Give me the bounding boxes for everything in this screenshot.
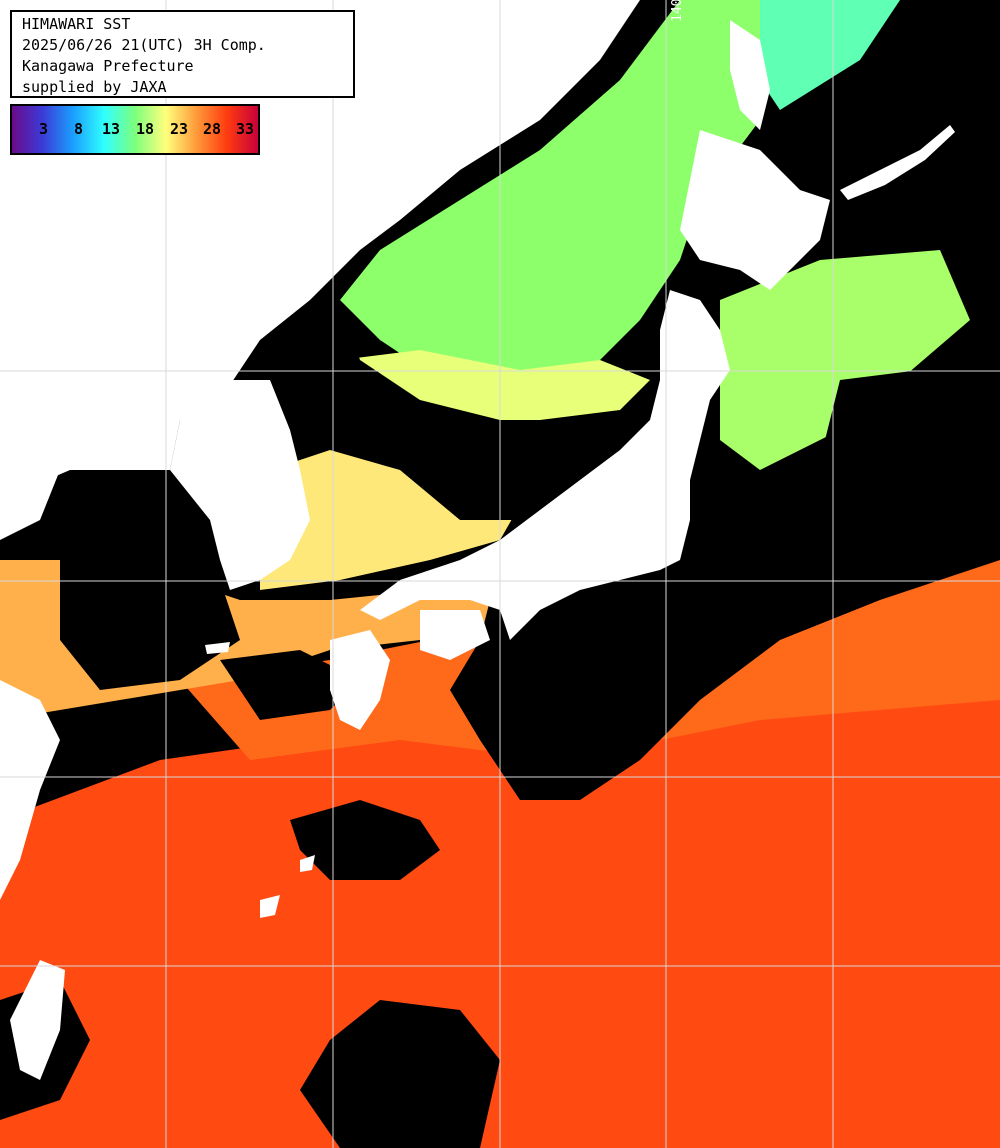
cloud-east-china-sea xyxy=(60,540,240,690)
title-box: HIMAWARI SST 2025/06/26 21(UTC) 3H Comp.… xyxy=(10,10,355,98)
land-taiwan xyxy=(10,960,65,1080)
legend-tick: 28 xyxy=(203,120,222,138)
land-ryukyu xyxy=(260,855,315,918)
land-kyushu xyxy=(330,630,390,730)
color-legend: 3 8 13 18 23 28 33 xyxy=(10,104,260,155)
land-kuril xyxy=(840,125,955,200)
credit-line: supplied by JAXA xyxy=(22,78,167,96)
land-sakhalin xyxy=(730,20,770,130)
cloud-okinawa xyxy=(290,800,440,880)
legend-tick: 3 xyxy=(39,120,49,138)
cloud-east-ocean xyxy=(820,360,1000,520)
datetime-line: 2025/06/26 21(UTC) 3H Comp. xyxy=(22,36,266,54)
sea-green-east xyxy=(720,250,970,470)
lon-label-140e: 140E xyxy=(670,0,685,22)
sea-cyan-north xyxy=(760,0,900,110)
land-china-coast xyxy=(0,470,60,900)
legend-tick: 13 xyxy=(102,120,121,138)
land-korea xyxy=(170,380,310,590)
land-honshu xyxy=(360,290,730,640)
land-hokkaido xyxy=(680,130,830,290)
land-shikoku xyxy=(420,610,490,660)
sea-green-north xyxy=(340,0,760,380)
cloud-korea-strait xyxy=(220,650,360,720)
cloud-pacific-center xyxy=(450,470,1000,800)
legend-tick-labels: 3 8 13 18 23 28 33 xyxy=(12,120,258,140)
legend-tick: 23 xyxy=(170,120,189,138)
land-jeju xyxy=(205,642,230,654)
prefecture-line: Kanagawa Prefecture xyxy=(22,57,194,75)
title-line: HIMAWARI SST xyxy=(22,15,131,33)
legend-tick: 33 xyxy=(236,120,255,138)
legend-tick: 18 xyxy=(136,120,155,138)
legend-tick: 8 xyxy=(74,120,84,138)
lat-label-40n: 40N xyxy=(14,354,38,369)
cloud-south xyxy=(300,1000,500,1148)
